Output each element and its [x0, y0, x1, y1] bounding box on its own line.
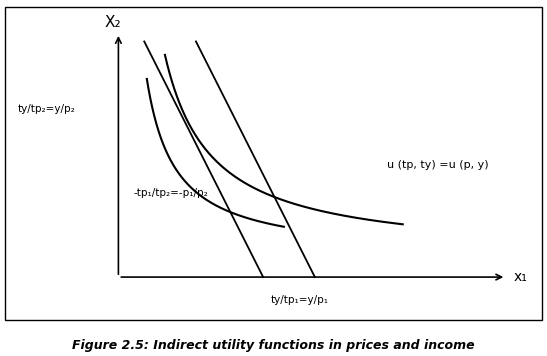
Text: ty/tp₁=y/p₁: ty/tp₁=y/p₁: [270, 295, 328, 305]
Text: X₂: X₂: [105, 15, 121, 30]
Text: ty/tp₂=y/p₂: ty/tp₂=y/p₂: [18, 104, 75, 114]
Text: u (tp, ty) =u (p, y): u (tp, ty) =u (p, y): [387, 160, 489, 170]
Text: -tp₁/tp₂=-p₁/p₂: -tp₁/tp₂=-p₁/p₂: [134, 188, 208, 198]
Text: x₁: x₁: [514, 270, 528, 284]
Text: Figure 2.5: Indirect utility functions in prices and income: Figure 2.5: Indirect utility functions i…: [72, 339, 475, 352]
